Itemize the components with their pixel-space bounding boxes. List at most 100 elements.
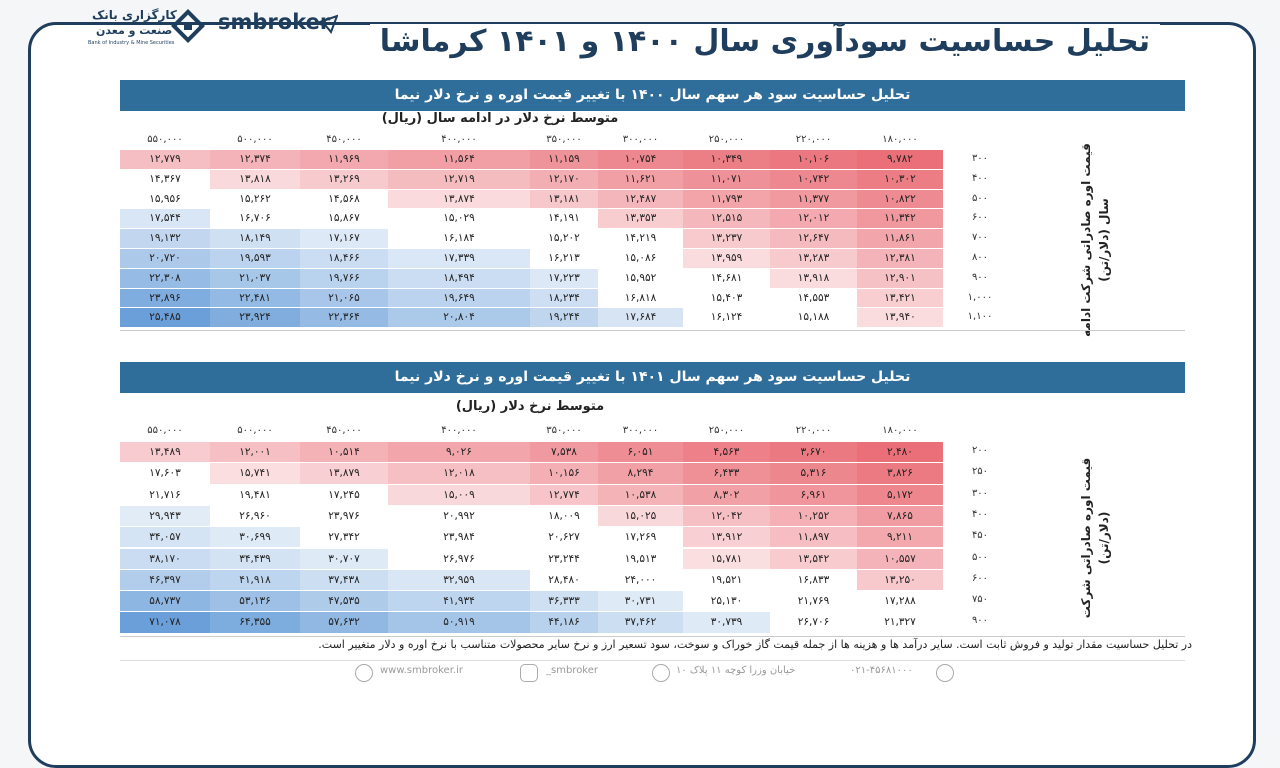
- cell: ۲۳,۹۷۶: [300, 505, 388, 527]
- bank-name: کارگزاری بانک: [92, 8, 177, 22]
- row-header: ۹۰۰: [971, 271, 989, 283]
- cell: ۱۷,۱۶۷: [300, 229, 388, 248]
- cell: ۱۵,۱۸۸: [770, 308, 857, 328]
- cell: ۳۶,۳۳۳: [530, 591, 598, 612]
- cell: ۱۶,۱۸۴: [388, 229, 530, 248]
- row-header: ۵۰۰: [971, 192, 989, 204]
- cell: ۱۶,۷۰۶: [210, 209, 300, 229]
- cell: ۱۸,۴۹۴: [388, 268, 530, 288]
- cell: ۲۳,۲۴۴: [530, 548, 598, 569]
- cell: ۳۰,۷۰۷: [300, 548, 388, 569]
- cell: ۳۴,۰۵۷: [120, 527, 210, 548]
- cell: ۲۱,۷۱۶: [120, 484, 210, 505]
- frame: [28, 22, 1256, 768]
- cell: ۱۳,۵۴۲: [770, 548, 857, 569]
- cell: ۱۵,۰۰۹: [388, 484, 530, 505]
- cell: ۳۷,۴۳۸: [300, 569, 388, 591]
- cell: ۲۶,۹۷۶: [388, 548, 530, 569]
- cell: ۱۴,۳۶۷: [120, 169, 210, 189]
- row-axis-label-line: قیمت اوره صادراتی شرکت: [1079, 457, 1093, 619]
- cell: ۱۰,۱۵۶: [530, 463, 598, 484]
- cell: ۳۰,۷۳۹: [683, 612, 770, 633]
- row-axis-label-line: (دلار/تن): [1097, 511, 1111, 565]
- cell: ۱۹,۷۶۶: [300, 268, 388, 288]
- row-header: ۳۰۰: [971, 153, 989, 164]
- cell: ۱۲,۴۸۷: [598, 189, 683, 209]
- cell: ۱۸,۲۳۴: [530, 288, 598, 308]
- cell: ۱۲,۷۷۹: [120, 150, 210, 169]
- cell: ۴۷,۵۳۵: [300, 591, 388, 612]
- cell: ۱۲,۰۰۱: [210, 442, 300, 463]
- cell: ۱۲,۳۸۱: [857, 249, 943, 268]
- cell: ۱۴,۲۱۹: [598, 229, 683, 248]
- column-header: ۳۰۰,۰۰۰: [622, 425, 659, 436]
- footnote: در تحلیل حساسیت مقدار تولید و فروش ثابت …: [318, 638, 1192, 651]
- cell: ۱۵,۰۸۶: [598, 249, 683, 268]
- cell: ۱۳,۲۵۰: [857, 569, 943, 591]
- cell: ۲۶,۷۰۶: [770, 612, 857, 633]
- cell: ۱۳,۹۱۸: [770, 268, 857, 288]
- cell: ۱۰,۱۰۶: [770, 150, 857, 169]
- cell: ۱۰,۳۴۹: [683, 150, 770, 169]
- cell: ۸,۳۰۲: [683, 484, 770, 505]
- cell: ۱۵,۲۰۲: [530, 229, 598, 248]
- cell: ۲,۴۸۰: [857, 442, 943, 463]
- cell: ۱۲,۷۱۹: [388, 169, 530, 189]
- cell: ۱۴,۶۸۱: [683, 268, 770, 288]
- cell: ۱۳,۹۵۹: [683, 249, 770, 268]
- cell: ۲۳,۸۹۶: [120, 288, 210, 308]
- cell: ۲۵,۴۸۵: [120, 308, 210, 328]
- cell: ۱۳,۹۴۰: [857, 308, 943, 328]
- address: خیابان وزرا کوچه ۱۱ پلاک ۱۰: [676, 665, 796, 676]
- cell: ۲۷,۳۴۲: [300, 527, 388, 548]
- cell: ۱۱,۱۵۹: [530, 150, 598, 169]
- column-header: ۳۰۰,۰۰۰: [622, 134, 659, 145]
- column-axis-label: متوسط نرخ دلار (ریال): [455, 399, 605, 414]
- cell: ۳۲,۹۵۹: [388, 569, 530, 591]
- row-header: ۵۰۰: [971, 551, 989, 563]
- cell: ۱۶,۱۲۴: [683, 308, 770, 328]
- cell: ۱۰,۵۱۴: [300, 442, 388, 463]
- cell: ۱۳,۲۶۹: [300, 169, 388, 189]
- cell: ۱۹,۵۱۳: [598, 548, 683, 569]
- phone-icon: [936, 664, 954, 682]
- cell: ۱۱,۳۴۲: [857, 209, 943, 229]
- row-header: ۷۰۰: [971, 232, 989, 244]
- column-header: ۲۵۰,۰۰۰: [708, 134, 745, 145]
- cell: ۱۹,۶۴۹: [388, 288, 530, 308]
- cell: ۳۰,۶۹۹: [210, 527, 300, 548]
- column-header: ۳۵۰,۰۰۰: [546, 134, 582, 145]
- cell: ۱۰,۷۴۲: [770, 169, 857, 189]
- cell: ۷,۸۶۵: [857, 505, 943, 527]
- page: تحلیل حساسیت سودآوری سال ۱۴۰۰ و ۱۴۰۱ کرم…: [28, 8, 1256, 768]
- row-header: ۶۰۰: [971, 212, 989, 224]
- cell: ۱۵,۲۶۲: [210, 189, 300, 209]
- cell: ۶۴,۳۵۵: [210, 612, 300, 633]
- row-header: ۲۰۰: [971, 445, 989, 456]
- cell: ۱۳,۸۷۹: [300, 463, 388, 484]
- cell: ۱۱,۵۶۴: [388, 150, 530, 169]
- cell: ۱۰,۷۵۴: [598, 150, 683, 169]
- column-axis-label: متوسط نرخ دلار در ادامه سال (ریال): [381, 111, 619, 126]
- cell: ۱۳,۳۵۳: [598, 209, 683, 229]
- column-header: ۴۵۰,۰۰۰: [326, 134, 362, 145]
- cell: ۵,۱۷۲: [857, 484, 943, 505]
- phone: ۰۲۱-۴۵۶۸۱۰۰۰: [850, 665, 913, 676]
- cell: ۱۳,۱۸۱: [530, 189, 598, 209]
- cell: ۱۵,۰۲۵: [598, 505, 683, 527]
- cell: ۱۴,۱۹۱: [530, 209, 598, 229]
- cell: ۱۹,۱۳۲: [120, 229, 210, 248]
- cell: ۱۱,۸۶۱: [857, 229, 943, 248]
- cell: ۲۱,۰۳۷: [210, 268, 300, 288]
- cell: ۴۶,۳۹۷: [120, 569, 210, 591]
- cell: ۱۰,۳۰۲: [857, 169, 943, 189]
- cell: ۱۵,۷۸۱: [683, 548, 770, 569]
- cell: ۱۷,۲۴۵: [300, 484, 388, 505]
- cell: ۹,۰۲۶: [388, 442, 530, 463]
- cell: ۹,۲۱۱: [857, 527, 943, 548]
- cell: ۵۳,۱۳۶: [210, 591, 300, 612]
- cell: ۲۱,۰۶۵: [300, 288, 388, 308]
- column-header: ۴۰۰,۰۰۰: [441, 425, 477, 436]
- cell: ۱۲,۰۴۲: [683, 505, 770, 527]
- cell: ۱۳,۲۳۷: [683, 229, 770, 248]
